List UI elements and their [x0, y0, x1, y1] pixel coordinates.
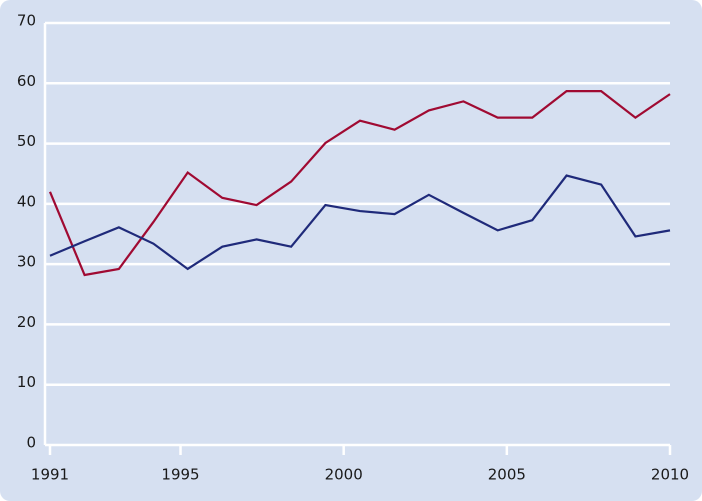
x-tick-label: 2005 [488, 466, 526, 484]
x-tick-label: 2000 [325, 466, 363, 484]
series-line [49, 174, 671, 271]
y-tick-label: 20 [17, 313, 36, 331]
x-tick-label: 1995 [161, 466, 199, 484]
y-tick-label: 30 [17, 253, 36, 271]
y-tick-label: 50 [17, 132, 36, 150]
y-tick-label: 60 [17, 72, 36, 90]
x-tick-label: 2010 [651, 466, 689, 484]
y-tick-label: 0 [26, 434, 36, 452]
y-tick-label: 40 [17, 192, 36, 210]
y-tick-label: 70 [17, 12, 36, 30]
x-tick-label: 1991 [31, 466, 69, 484]
series-line [48, 90, 671, 277]
y-tick-label: 10 [17, 373, 36, 391]
